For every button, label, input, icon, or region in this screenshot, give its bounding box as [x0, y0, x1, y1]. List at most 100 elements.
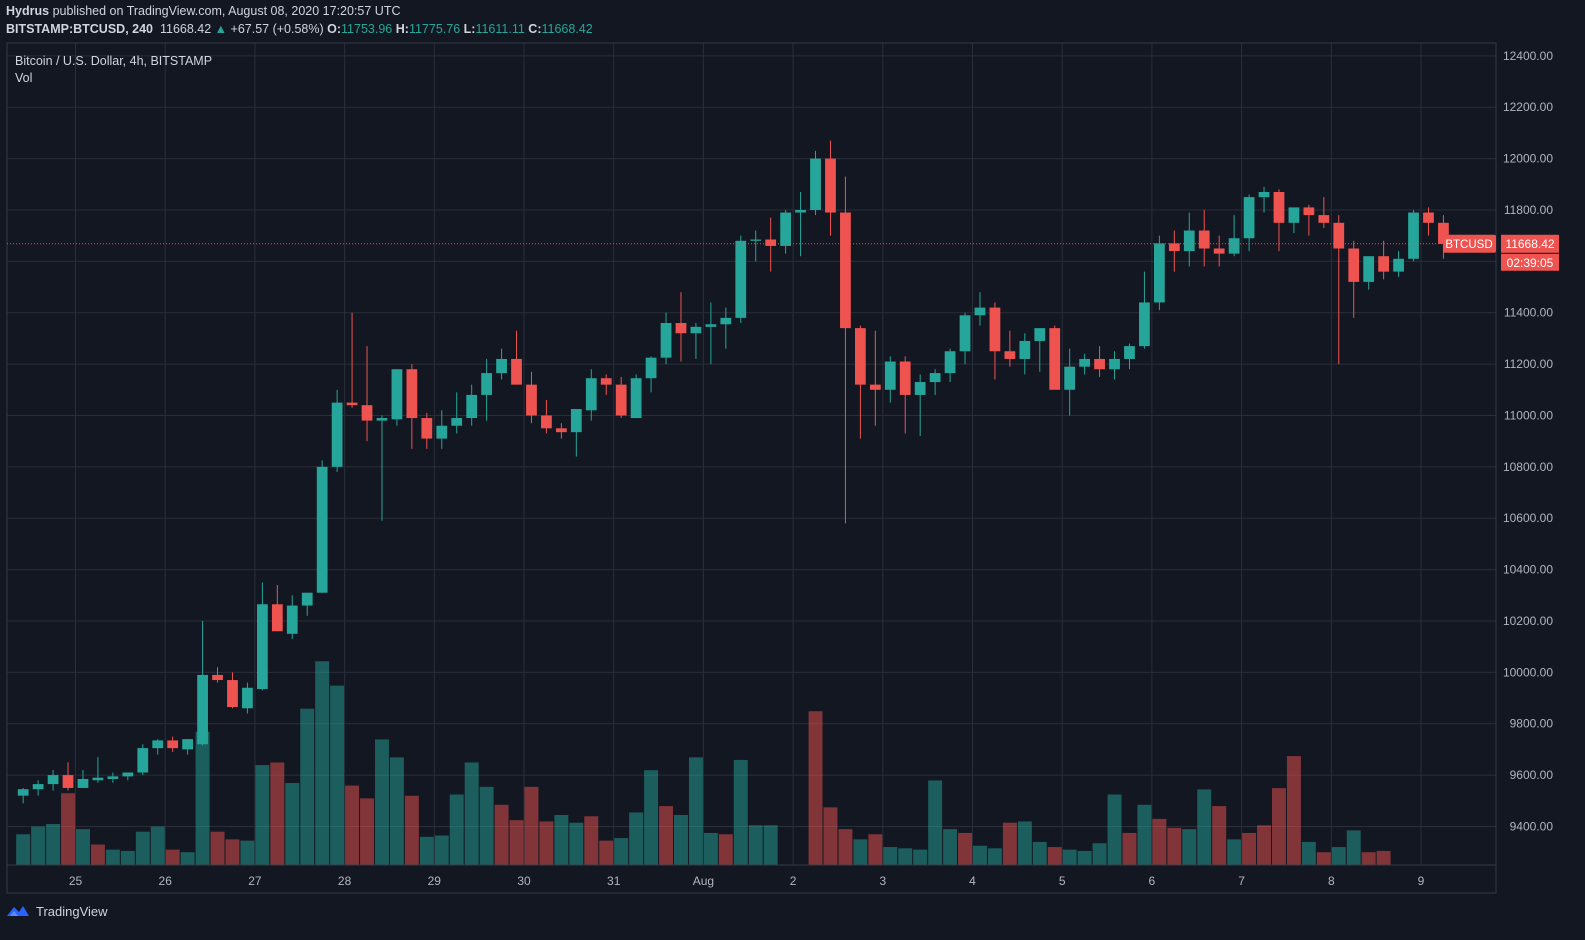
x-tick-label: 28: [338, 874, 352, 888]
candle: [391, 369, 403, 426]
chart-grid: [7, 43, 1496, 865]
candle-body: [47, 775, 59, 785]
candle: [1378, 240, 1390, 280]
chart-legend: Bitcoin / U.S. Dollar, 4h, BITSTAMP Vol: [15, 53, 212, 87]
volume-bar: [599, 840, 614, 865]
candle: [1258, 186, 1270, 213]
last-price: 11668.42: [159, 22, 212, 36]
candle-body: [1004, 351, 1016, 359]
x-tick-label: Aug: [693, 874, 714, 888]
candle: [630, 374, 642, 419]
candle: [615, 376, 627, 419]
candle-body: [256, 604, 268, 690]
candle-body: [1213, 248, 1225, 254]
candle-body: [705, 324, 717, 327]
volume-bar: [644, 770, 659, 865]
candle-body: [1079, 358, 1091, 367]
symbol-label[interactable]: BITSTAMP:BTCUSD, 240: [6, 22, 154, 36]
change-arrow-icon: ▲: [214, 22, 228, 36]
candle: [47, 769, 59, 791]
candle-body: [1258, 191, 1270, 198]
volume-bar: [375, 739, 389, 865]
candle-body: [600, 378, 612, 385]
volume-bar: [883, 847, 898, 865]
candle-body: [541, 415, 552, 429]
volume-bar: [1167, 827, 1182, 865]
legend-title[interactable]: Bitcoin / U.S. Dollar, 4h, BITSTAMP: [15, 54, 213, 68]
candle-body: [1243, 197, 1255, 239]
low-label: L:: [463, 22, 476, 36]
candle: [1273, 189, 1285, 252]
change-value: +67.57 (+0.58%): [230, 22, 324, 36]
candle-body: [1348, 248, 1360, 282]
footer-brand[interactable]: TradingView: [6, 903, 108, 919]
candle-body: [32, 784, 44, 790]
candle-body: [1273, 191, 1285, 223]
candle-body: [555, 428, 567, 433]
tradingview-logo-icon: [7, 906, 29, 916]
x-tick-label: 31: [607, 874, 621, 888]
candle-body: [466, 394, 478, 419]
candle: [810, 150, 821, 216]
candle: [959, 312, 971, 365]
y-tick-label: 10600.00: [1503, 511, 1553, 525]
price-tag-value: 11668.42: [1505, 237, 1554, 251]
volume-bar: [1017, 821, 1032, 865]
volume-bar: [1002, 822, 1017, 865]
volume-bar: [1137, 804, 1152, 865]
high-value: 11775.76: [408, 22, 461, 36]
candle-body: [660, 322, 672, 358]
x-tick-label: 9: [1418, 874, 1425, 888]
volume-bar: [569, 822, 584, 865]
candle-body: [615, 384, 627, 416]
publish-text: published on TradingView.com, August 08,…: [52, 4, 401, 18]
volume-bar: [898, 848, 913, 865]
candle-body: [511, 358, 522, 385]
x-tick-label: 6: [1149, 874, 1156, 888]
candle-body: [750, 239, 762, 241]
volume-bar: [1331, 847, 1346, 865]
candle: [1139, 271, 1150, 349]
candle: [122, 772, 134, 781]
candle: [600, 374, 612, 395]
candle-body: [301, 592, 313, 606]
volume-bar: [524, 786, 539, 865]
candle: [1019, 333, 1031, 375]
candle-body: [286, 605, 298, 634]
author-name[interactable]: Hydrus: [6, 4, 50, 18]
x-tick-label: 5: [1059, 874, 1066, 888]
candle: [884, 356, 896, 403]
volume-bar: [629, 812, 644, 865]
candle: [825, 140, 836, 236]
candle-body: [765, 239, 777, 246]
candle: [152, 739, 164, 755]
candle-body: [675, 322, 687, 334]
candle-body: [107, 776, 119, 779]
candle: [675, 292, 687, 362]
volume-bar: [674, 815, 688, 865]
candle-body: [1303, 207, 1315, 216]
y-tick-label: 9800.00: [1510, 717, 1554, 731]
volume-bar: [1212, 806, 1227, 865]
candle: [854, 325, 866, 439]
volume-bar: [1092, 843, 1107, 865]
candle: [1408, 209, 1419, 262]
volume-bar: [1316, 852, 1331, 865]
volume-bar: [270, 762, 285, 865]
candle: [1393, 251, 1404, 277]
candle-body: [451, 418, 463, 426]
candle: [1034, 328, 1046, 372]
volume-bars: [16, 661, 1391, 865]
legend-vol[interactable]: Vol: [15, 71, 33, 85]
volume-bar: [763, 825, 778, 865]
y-tick-label: 11800.00: [1504, 203, 1553, 217]
low-value: 11611.11: [475, 22, 525, 36]
volume-bar: [61, 793, 75, 865]
y-tick-label: 11000.00: [1504, 408, 1553, 422]
volume-bar: [345, 785, 360, 865]
candle: [481, 358, 493, 421]
volume-bar: [1032, 841, 1047, 865]
candle-body: [1408, 212, 1419, 259]
candle-body: [167, 740, 179, 749]
